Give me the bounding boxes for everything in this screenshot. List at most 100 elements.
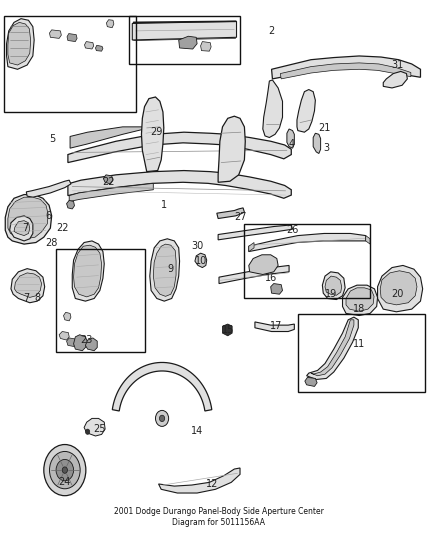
- Polygon shape: [249, 255, 278, 274]
- Polygon shape: [313, 133, 321, 154]
- Polygon shape: [74, 335, 88, 351]
- Text: 10: 10: [195, 256, 208, 266]
- Polygon shape: [378, 265, 423, 312]
- Text: 7: 7: [23, 294, 29, 303]
- Polygon shape: [11, 269, 45, 303]
- Polygon shape: [5, 195, 52, 244]
- Polygon shape: [322, 272, 345, 300]
- Text: 12: 12: [206, 479, 219, 489]
- Polygon shape: [26, 180, 71, 197]
- Text: 9: 9: [168, 264, 174, 274]
- Text: 29: 29: [151, 127, 163, 137]
- Text: 1: 1: [161, 200, 167, 210]
- Text: 22: 22: [102, 177, 115, 187]
- Bar: [4, 16, 136, 112]
- Polygon shape: [14, 273, 42, 297]
- Polygon shape: [307, 317, 358, 379]
- Polygon shape: [150, 239, 180, 301]
- Polygon shape: [255, 322, 294, 332]
- Text: 2: 2: [268, 26, 275, 36]
- Polygon shape: [14, 221, 30, 236]
- Polygon shape: [85, 42, 94, 49]
- Polygon shape: [132, 21, 237, 40]
- Polygon shape: [311, 320, 354, 376]
- Text: 30: 30: [191, 241, 203, 251]
- Text: 23: 23: [81, 335, 93, 345]
- Polygon shape: [64, 312, 71, 321]
- Text: 28: 28: [46, 238, 58, 247]
- Polygon shape: [217, 208, 244, 219]
- Polygon shape: [218, 116, 245, 182]
- Polygon shape: [153, 244, 176, 296]
- Polygon shape: [272, 56, 420, 79]
- Text: 25: 25: [94, 424, 106, 434]
- Polygon shape: [95, 45, 103, 51]
- Text: 2001 Dodge Durango Panel-Body Side Aperture Center
Diagram for 5011156AA: 2001 Dodge Durango Panel-Body Side Apert…: [114, 507, 324, 527]
- Polygon shape: [7, 19, 34, 69]
- Polygon shape: [8, 22, 31, 65]
- Polygon shape: [59, 332, 69, 340]
- Polygon shape: [287, 129, 294, 148]
- Text: 19: 19: [325, 289, 337, 299]
- Bar: [129, 16, 240, 64]
- Polygon shape: [219, 265, 289, 284]
- Text: 4: 4: [288, 139, 294, 149]
- Polygon shape: [325, 276, 342, 295]
- Polygon shape: [343, 285, 378, 316]
- Text: 24: 24: [59, 478, 71, 487]
- Text: 8: 8: [34, 294, 40, 303]
- Bar: [244, 224, 370, 298]
- Polygon shape: [159, 468, 240, 493]
- Polygon shape: [74, 245, 102, 297]
- Polygon shape: [271, 284, 283, 294]
- Polygon shape: [366, 236, 370, 244]
- Text: 17: 17: [270, 321, 282, 331]
- Circle shape: [49, 451, 80, 489]
- Text: 31: 31: [392, 60, 404, 70]
- Bar: [298, 314, 425, 392]
- Polygon shape: [49, 30, 61, 38]
- Polygon shape: [297, 90, 315, 132]
- Polygon shape: [195, 253, 207, 268]
- Polygon shape: [112, 362, 212, 411]
- Polygon shape: [249, 233, 366, 252]
- Polygon shape: [72, 241, 104, 301]
- Polygon shape: [346, 288, 374, 311]
- Polygon shape: [67, 338, 76, 346]
- Polygon shape: [68, 171, 291, 198]
- Polygon shape: [380, 271, 417, 305]
- Polygon shape: [223, 324, 232, 336]
- Polygon shape: [84, 418, 105, 436]
- Polygon shape: [305, 377, 317, 386]
- Text: 11: 11: [353, 339, 365, 349]
- Polygon shape: [106, 20, 114, 28]
- Polygon shape: [69, 183, 153, 201]
- Polygon shape: [8, 197, 48, 239]
- Text: 7: 7: [22, 223, 28, 233]
- Text: 6: 6: [45, 211, 51, 221]
- Bar: [56, 249, 145, 352]
- Polygon shape: [249, 243, 254, 252]
- Circle shape: [159, 415, 165, 422]
- Polygon shape: [263, 80, 283, 138]
- Circle shape: [56, 459, 74, 481]
- Polygon shape: [85, 338, 97, 351]
- Text: 20: 20: [392, 289, 404, 299]
- Text: 3: 3: [323, 143, 329, 153]
- Polygon shape: [280, 63, 411, 79]
- Text: 18: 18: [353, 304, 365, 314]
- Circle shape: [44, 445, 86, 496]
- Polygon shape: [179, 36, 197, 49]
- Polygon shape: [67, 34, 77, 42]
- Polygon shape: [141, 97, 164, 172]
- Text: 14: 14: [191, 426, 203, 435]
- Polygon shape: [10, 216, 33, 241]
- Text: 22: 22: [56, 223, 68, 233]
- Polygon shape: [383, 71, 407, 88]
- Polygon shape: [70, 127, 153, 148]
- Circle shape: [155, 410, 169, 426]
- Circle shape: [85, 429, 90, 434]
- Text: 16: 16: [265, 273, 278, 283]
- Text: 5: 5: [49, 134, 56, 143]
- Text: 15: 15: [222, 326, 234, 335]
